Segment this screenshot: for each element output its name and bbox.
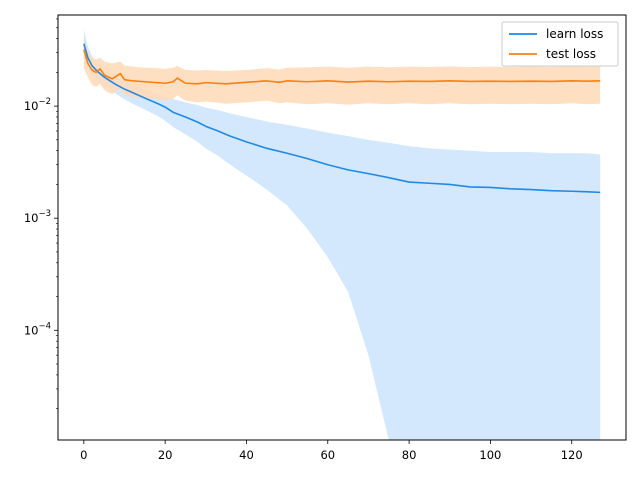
y-tick-label: 10−3 — [24, 209, 51, 225]
x-tick-label: 100 — [479, 448, 501, 462]
y-tick-label: 10−4 — [24, 321, 51, 337]
series-lines — [83, 43, 601, 194]
x-axis: 0 20 40 60 80 100 120 — [80, 440, 583, 462]
confidence-bands — [83, 29, 601, 440]
y-axis: 10−4 10−3 10−2 — [24, 18, 58, 409]
band-test-loss — [83, 38, 601, 105]
x-tick-label: 80 — [402, 448, 417, 462]
legend-box — [501, 21, 619, 67]
legend-label-test-loss: test loss — [546, 47, 596, 61]
line-learn-loss — [83, 43, 601, 194]
x-tick-label: 0 — [80, 448, 87, 462]
line-test-loss — [83, 49, 601, 85]
legend[interactable]: learn loss test loss — [501, 21, 619, 67]
plot-frame — [57, 14, 627, 441]
x-tick-label: 40 — [239, 448, 254, 462]
y-tick-label: 10−2 — [24, 97, 51, 113]
x-tick-label: 60 — [320, 448, 335, 462]
x-tick-label: 20 — [158, 448, 173, 462]
band-learn-loss — [83, 29, 601, 440]
x-tick-label: 120 — [561, 448, 583, 462]
legend-label-learn-loss: learn loss — [546, 27, 603, 41]
